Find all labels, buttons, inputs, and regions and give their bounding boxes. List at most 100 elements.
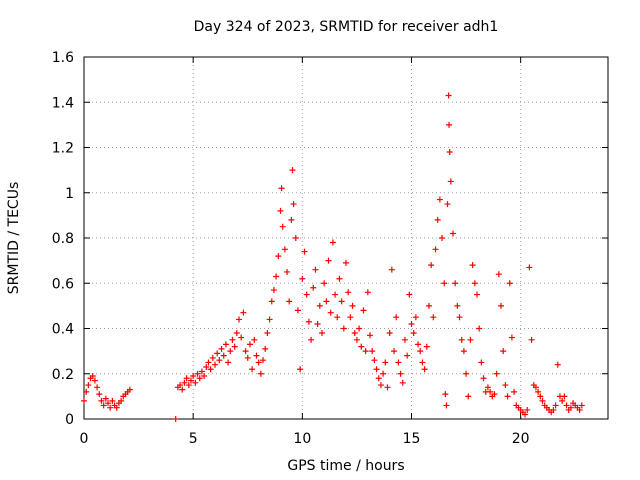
data-point [508,334,515,341]
data-point [406,291,413,298]
data-point [303,291,310,298]
data-point [225,359,232,366]
data-point [323,298,330,305]
data-point [436,196,443,203]
data-point [522,411,529,418]
data-point [316,302,323,309]
data-point [278,185,285,192]
data-point [554,361,561,368]
data-point [480,375,487,382]
data-point [231,343,238,350]
data-point [410,330,417,337]
data-point [181,379,188,386]
data-point [478,359,485,366]
data-point [236,316,243,323]
data-point [446,121,453,128]
data-point [273,273,280,280]
data-point [454,302,461,309]
data-point [375,375,382,382]
data-point [367,332,374,339]
data-point [408,320,415,327]
data-point [428,262,435,269]
data-point [246,341,253,348]
data-point [318,330,325,337]
data-point [89,373,96,380]
data-point [456,314,463,321]
data-point [83,388,90,395]
data-point [498,302,505,309]
y-tick-label: 0.6 [52,276,74,292]
data-point [421,366,428,373]
data-point [502,382,509,389]
x-tick-label: 15 [403,431,421,447]
data-point [425,302,432,309]
data-point [107,404,114,411]
data-point [220,352,227,359]
data-point [364,289,371,296]
data-point [284,268,291,275]
data-point [177,382,184,389]
data-point [102,395,109,402]
data-point [297,366,304,373]
data-point [244,354,251,361]
data-point [268,298,275,305]
data-point [369,348,376,355]
data-point [260,357,267,364]
data-point [360,307,367,314]
data-point [299,275,306,282]
data-point [91,377,98,384]
data-point [417,348,424,355]
data-point [500,348,507,355]
y-tick-label: 1 [65,186,74,202]
data-point [229,336,236,343]
data-point [506,280,513,287]
data-point [179,386,186,393]
x-tick-label: 5 [189,431,198,447]
data-point [358,343,365,350]
data-point [356,325,363,332]
data-point [511,388,518,395]
data-point [255,359,262,366]
data-point [349,302,356,309]
data-point [305,318,312,325]
data-point [198,368,205,375]
data-point [257,370,264,377]
data-point [559,397,566,404]
data-point [446,149,453,156]
data-point [113,404,120,411]
data-point [321,280,328,287]
data-point [266,316,273,323]
data-point [94,384,101,391]
y-tick-label: 0.4 [52,322,74,338]
data-point [325,257,332,264]
data-point [81,397,87,404]
data-point [290,201,297,208]
data-point [209,354,216,361]
data-point [294,307,301,314]
data-point [393,314,400,321]
data-point [242,348,249,355]
y-tick-label: 0 [65,412,74,428]
data-point [192,379,199,386]
y-tick-label: 0.8 [52,231,74,247]
data-point [528,336,535,343]
data-point [404,352,411,359]
data-point [442,391,449,398]
data-point [334,314,341,321]
data-point [214,350,221,357]
data-point [308,336,315,343]
axis-ticks: 0 5 10 15 20 0 0.2 0.4 0.6 0.8 1 1.2 1.4 1.6 [52,50,608,447]
data-point [377,382,384,389]
data-point [401,336,408,343]
data-point [289,167,296,174]
data-point [207,366,214,373]
data-point [85,382,92,389]
data-point [441,280,448,287]
data-point [532,384,539,391]
y-tick-label: 1.4 [52,95,74,111]
plot-frame [83,56,609,420]
chart-title: Day 324 of 2023, SRMTID for receiver adh… [194,19,499,35]
data-point [345,289,352,296]
data-point [270,287,277,294]
data-point [382,359,389,366]
